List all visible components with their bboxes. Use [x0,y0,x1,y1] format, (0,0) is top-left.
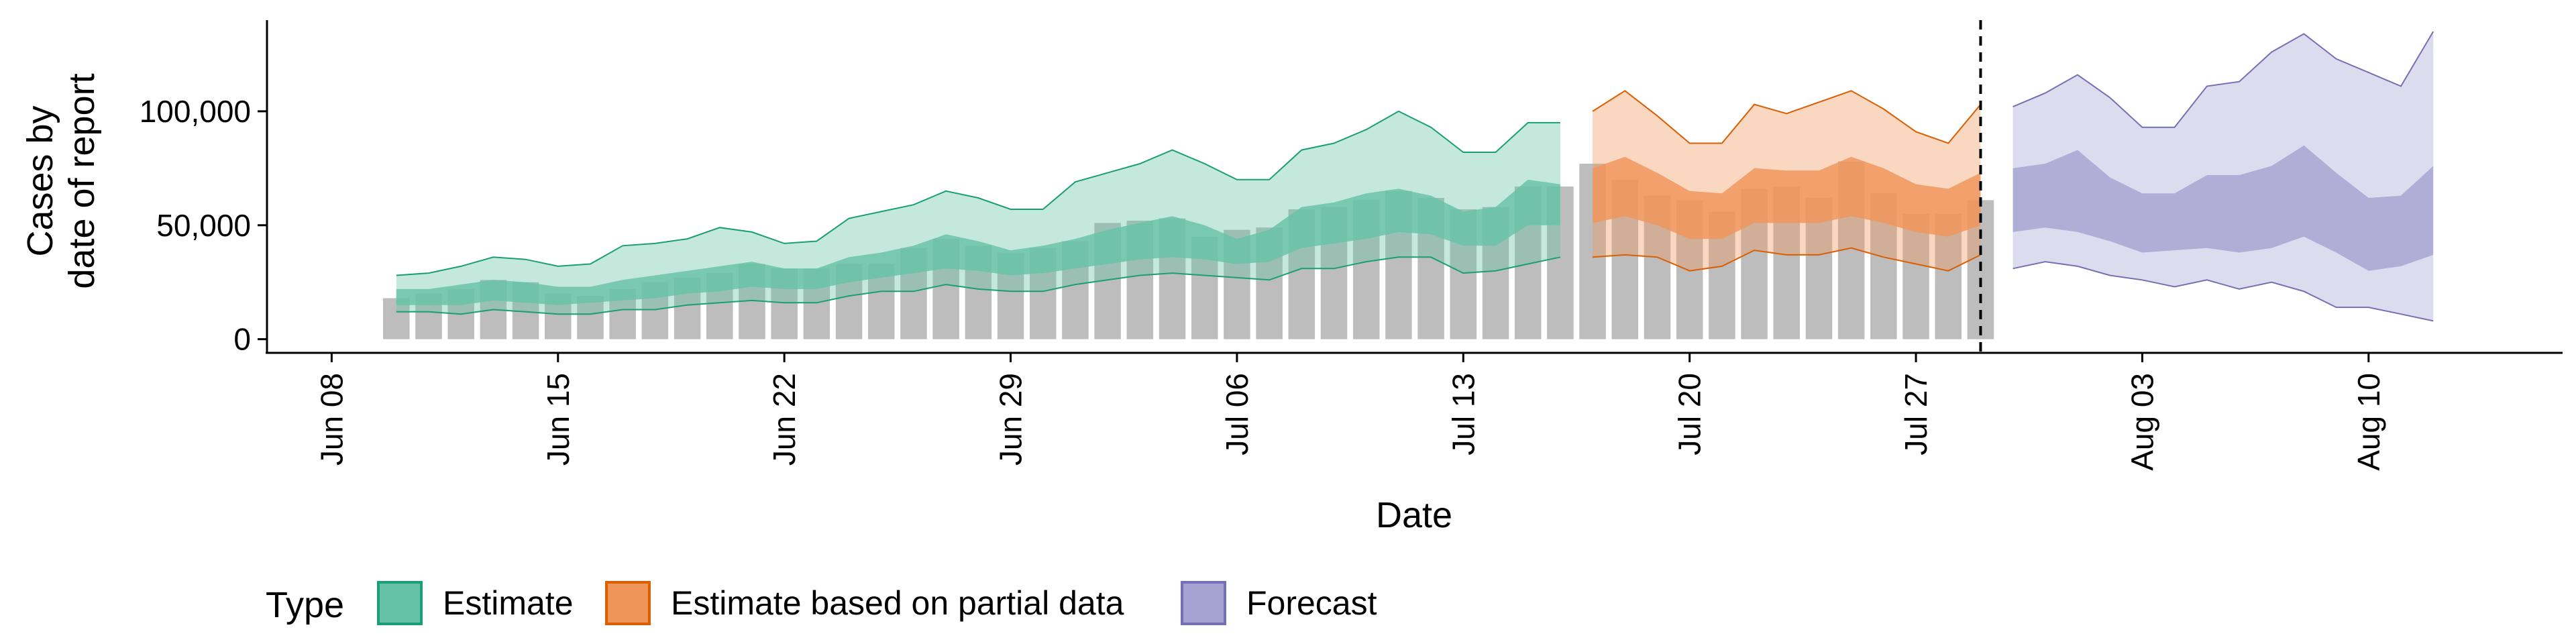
x-tick-label: Jun 15 [541,373,576,466]
band-lower-edge-estimate [396,256,1561,315]
estimate-bands [396,31,2434,322]
x-tick-label: Jun 08 [314,373,349,466]
x-tick-label: Aug 03 [2125,373,2159,471]
x-tick-label: Aug 10 [2351,373,2386,471]
y-tick-label: 50,000 [156,208,251,243]
band-inner-estimate-based-on-partial-data [1593,156,1981,239]
legend-label-estimate: Estimate [443,584,574,622]
legend-label-forecast: Forecast [1246,584,1377,622]
x-axis-ticks: Jun 08 Jun 15 Jun 22 Jun 29 Jul 06 Jul 13 Jul … [314,353,2386,471]
band-upper-edge-forecast [2012,31,2434,128]
x-tick-label: Jul 06 [1220,373,1254,455]
y-tick-label: 100,000 [140,94,251,129]
y-axis-label-line-1: Cases by [20,105,60,256]
legend-swatch-estimate [377,581,423,625]
x-tick-label: Jul 13 [1446,373,1481,455]
x-tick-label: Jul 27 [1898,373,1933,455]
legend-swatch-forecast [1181,581,1226,625]
band-inner-estimate [396,179,1560,305]
band-outer-estimate [396,111,1560,315]
y-tick-label: 0 [233,322,251,357]
band-upper-edge-estimate-based-on-partial-data [1592,90,1982,144]
band-inner-forecast [2012,145,2434,271]
band-upper-edge-estimate [396,110,1560,276]
band-lower-edge-estimate-based-on-partial-data [1593,247,1981,272]
legend-title: Type [266,585,344,625]
legend: Type Estimate Estimate based on partial … [266,581,1377,625]
y-axis-label-line-2: date of report [62,73,102,288]
x-tick-label: Jun 22 [767,373,802,466]
x-axis-label: Date [1376,495,1452,535]
legend-label-partial: Estimate based on partial data [671,584,1124,622]
x-tick-label: Jul 20 [1672,373,1707,455]
reported-bar [1902,213,1929,339]
band-lower-edge-forecast [2012,261,2434,322]
legend-swatch-partial [605,581,651,625]
y-axis-ticks: 0 50,000 100,000 [140,94,267,357]
x-tick-label: Jun 29 [994,373,1028,466]
